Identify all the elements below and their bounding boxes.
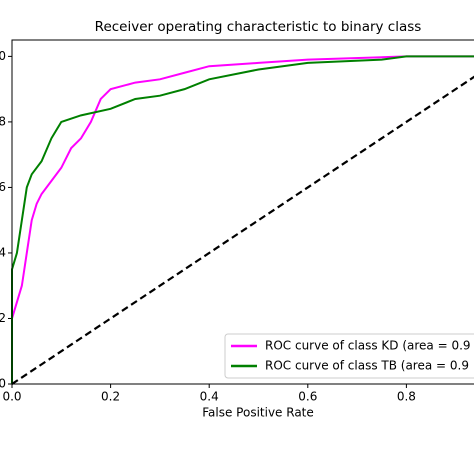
y-tick-label: 1.0	[0, 49, 6, 63]
y-tick-label: 0.8	[0, 114, 6, 128]
roc-line	[11, 55, 474, 384]
y-tick-label: 0.6	[0, 180, 6, 194]
x-tick-label: 0.0	[2, 390, 21, 404]
legend-label: ROC curve of class KD (area = 0.9	[265, 339, 471, 353]
y-tick-label: 0.2	[0, 311, 6, 325]
chart-title: Receiver operating characteristic to bin…	[95, 19, 422, 35]
roc-line	[11, 55, 474, 384]
x-tick-label: 0.4	[200, 390, 219, 404]
legend-label: ROC curve of class TB (area = 0.9	[265, 359, 469, 373]
plot-frame	[11, 39, 474, 385]
x-tick-label: 0.2	[101, 390, 120, 404]
y-tick-label: 0.0	[0, 377, 6, 391]
y-tick-label: 0.4	[0, 245, 6, 259]
x-axis-label: False Positive Rate	[202, 406, 314, 420]
x-tick-label: 0.8	[397, 390, 416, 404]
x-tick-label: 0.6	[298, 390, 317, 404]
legend-box	[224, 333, 474, 379]
